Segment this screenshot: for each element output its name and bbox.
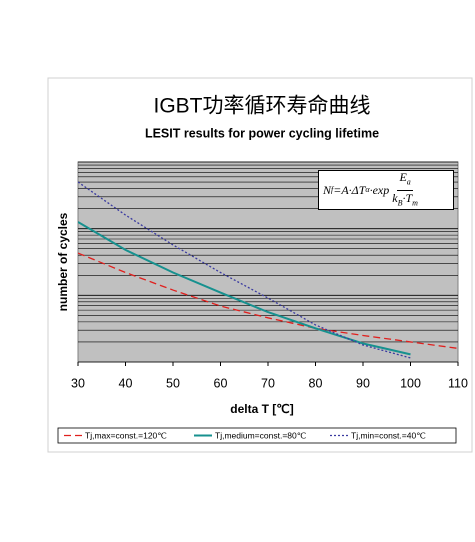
chart-title: IGBT功率循环寿命曲线 <box>153 95 370 118</box>
formula-part: α <box>365 185 370 194</box>
numerator: Ea <box>397 170 413 191</box>
x-tick-label: 60 <box>214 376 228 390</box>
formula-part: N <box>323 183 332 197</box>
fraction: Ea kB·Tm <box>392 170 418 210</box>
formula-part: E <box>399 170 407 185</box>
series-line <box>78 252 458 350</box>
x-tick-label: 90 <box>356 376 370 390</box>
formula-part: =A·ΔT <box>333 183 366 197</box>
formula-part: k <box>392 190 398 205</box>
series-line <box>78 221 411 356</box>
legend-box <box>57 427 457 444</box>
legend-label: Tj,min=const.=40℃ <box>351 430 426 440</box>
chart-subtitle: LESIT results for power cycling lifetime <box>145 126 379 140</box>
y-axis-label: number of cycles <box>56 212 70 311</box>
x-tick-label: 110 <box>448 376 468 390</box>
x-tick-label: 100 <box>400 376 421 390</box>
x-tick-label: 80 <box>309 376 323 390</box>
legend-label: Tj,max=const.=120℃ <box>85 430 167 440</box>
formula-part: B <box>397 197 403 207</box>
x-tick-label: 30 <box>71 376 85 390</box>
x-tick-label: 40 <box>119 376 133 390</box>
denominator: kB·Tm <box>392 191 418 210</box>
series-line <box>78 181 411 359</box>
x-tick-label: 50 <box>166 376 180 390</box>
formula-part: ·exp <box>369 183 390 197</box>
formula-part: f <box>331 185 334 194</box>
formula-part: a <box>406 177 411 187</box>
legend-label: Tj,medium=const.=80℃ <box>215 430 307 440</box>
x-axis-label: delta T [℃] <box>230 402 293 416</box>
formula-part: ·T <box>402 190 413 205</box>
formula-part: m <box>412 197 418 207</box>
x-tick-label: 70 <box>261 376 275 390</box>
